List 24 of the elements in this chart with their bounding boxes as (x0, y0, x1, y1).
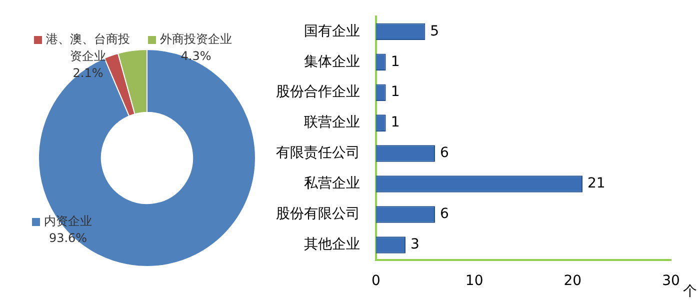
x-tick-label: 0 (372, 273, 380, 290)
legend-label: 外商投资企业 (160, 32, 232, 46)
legend-label: 港、澳、台商投资企业 (46, 32, 130, 64)
x-tick-label: 30 (662, 273, 680, 290)
y-tick-label: 联营企业 (304, 114, 360, 131)
data-label: 1 (390, 54, 400, 70)
y-tick-label: 有限责任公司 (276, 145, 360, 162)
x-tick-label: 10 (465, 273, 484, 290)
data-label: 1 (390, 84, 400, 100)
data-label: 1 (390, 114, 400, 131)
x-axis-title: 个 (683, 284, 697, 300)
y-tick-label: 国有企业 (304, 23, 360, 40)
y-tick-label: 股份有限公司 (276, 206, 360, 222)
data-label: 21 (588, 176, 606, 192)
data-label: 4.3% (180, 49, 212, 64)
y-tick-label: 私营企业 (304, 176, 360, 192)
x-tick-label: 20 (564, 273, 582, 290)
data-label: 6 (440, 145, 449, 162)
data-label: 3 (410, 236, 420, 253)
data-label: 6 (440, 206, 449, 222)
y-tick-label: 集体企业 (304, 54, 360, 70)
y-tick-label: 其他企业 (304, 236, 360, 253)
data-label: 5 (430, 23, 440, 40)
y-tick-label: 股份合作企业 (276, 84, 360, 100)
